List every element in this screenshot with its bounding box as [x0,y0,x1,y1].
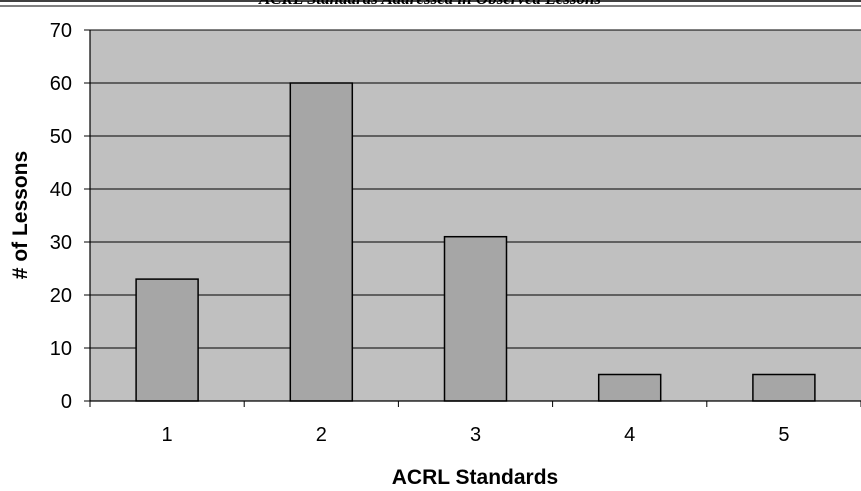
y-tick-labels: 0 10 20 30 40 50 60 70 [50,20,72,413]
y-tick-label: 20 [50,285,72,307]
x-tick-label: 2 [316,424,327,446]
y-tick-label: 70 [50,20,72,42]
x-tick-label: 4 [624,424,635,446]
y-tick-label: 60 [50,73,72,95]
y-tick-label: 30 [50,232,72,254]
y-tick-label: 50 [50,126,72,148]
x-tick-label: 3 [470,424,481,446]
bar-1 [135,278,199,402]
bar-2 [289,82,354,402]
y-axis-title: # of Lessons [9,151,32,279]
bar-5 [752,373,816,402]
x-tick-labels: 1 2 3 4 5 [162,424,790,446]
bars [135,82,816,402]
x-tick-label: 5 [778,424,789,446]
y-tick-label: 40 [50,179,72,201]
x-tick-label: 1 [162,424,173,446]
bar-4 [597,373,662,402]
x-axis-title: ACRL Standards [392,466,558,486]
chart-title: ACRL Standards Addressed in Observed Les… [258,0,601,8]
bar-3 [443,235,508,402]
axes [84,29,861,407]
y-tick-label: 0 [61,391,72,413]
y-tick-label: 10 [50,338,72,360]
